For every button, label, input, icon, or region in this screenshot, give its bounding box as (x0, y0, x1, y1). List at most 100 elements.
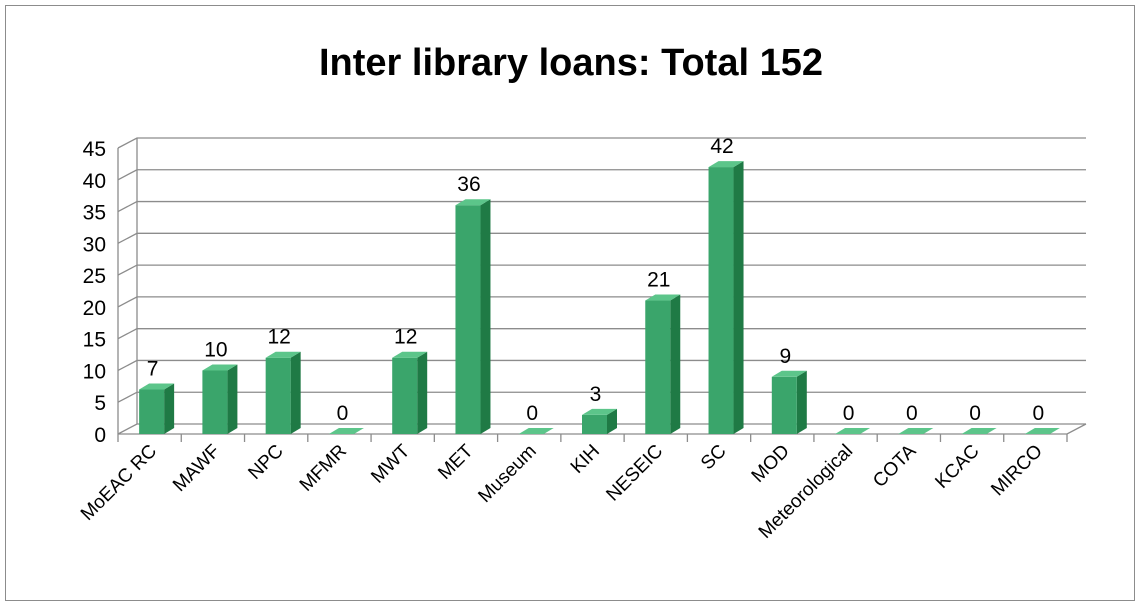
data-label: 0 (526, 402, 538, 425)
bar-side (480, 199, 491, 434)
x-tick-label: MIRCO (987, 441, 1047, 501)
bar-front (392, 357, 418, 434)
bar-top (455, 199, 491, 206)
bar-side (164, 383, 175, 434)
x-tick-label: MET (434, 440, 477, 483)
bar-side (670, 294, 681, 434)
bar-side (607, 408, 617, 434)
x-tick-label: KIH (567, 441, 604, 478)
x-tick-label: KCAC (931, 441, 983, 493)
bar (455, 199, 491, 434)
x-tick-label: MOD (748, 441, 794, 487)
data-label: 3 (590, 383, 602, 406)
chart-title: Inter library loans: Total 152 (318, 42, 823, 84)
x-tick-label: COTA (869, 440, 920, 491)
bar-top (961, 428, 997, 434)
gridline (117, 359, 1086, 372)
bar-top (835, 428, 871, 434)
bar-top (708, 161, 744, 168)
bar (1024, 428, 1060, 435)
data-label: 0 (1033, 402, 1045, 425)
bar (582, 408, 617, 434)
data-label: 42 (710, 135, 733, 158)
bar-front (455, 205, 481, 434)
bar-top (202, 364, 238, 371)
data-label: 12 (267, 326, 290, 349)
gridline (117, 391, 1086, 403)
bar-side (417, 351, 428, 434)
y-tick-label: 0 (94, 424, 106, 447)
x-tick-label: Museum (474, 441, 540, 507)
data-label: 21 (647, 269, 670, 292)
gridline (117, 169, 1086, 181)
bar (328, 428, 364, 435)
bar-top (771, 370, 807, 377)
bar-front (139, 389, 165, 434)
bar (898, 428, 934, 435)
gridline (117, 328, 1086, 340)
bar (961, 428, 997, 435)
x-tick-label: NESEIC (602, 441, 667, 506)
gridline (117, 137, 1086, 149)
bar (518, 428, 554, 435)
bar-side (796, 370, 807, 434)
y-axis-ticks: 0 5 10 15 20 25 30 35 40 45 (83, 138, 106, 447)
data-labels: 7 10 12 0 12 36 0 3 21 42 9 0 0 0 0 (147, 135, 1044, 425)
x-tick-label: MoEAC RC (77, 441, 161, 525)
bar (202, 364, 238, 434)
y-tick-label: 5 (94, 392, 106, 415)
y-tick-label: 35 (83, 202, 106, 225)
y-tick-label: 45 (83, 138, 106, 161)
gridline (117, 200, 1086, 213)
bar-top (898, 428, 934, 434)
bar (392, 351, 428, 434)
bar-top (328, 428, 364, 434)
bar-front (771, 376, 797, 434)
bar-front (645, 300, 671, 434)
bar-top (518, 428, 554, 434)
bar-top (1024, 428, 1060, 434)
bar (265, 351, 301, 434)
bar-top (645, 294, 681, 301)
y-tick-label: 40 (83, 170, 106, 193)
bar-front (708, 167, 734, 435)
bar-top (139, 383, 175, 390)
bar-front (582, 414, 607, 434)
bar (771, 370, 807, 434)
x-tick-label: MFMR (296, 441, 351, 496)
data-label: 0 (969, 402, 981, 425)
gridline (117, 232, 1086, 244)
gridline (117, 264, 1086, 276)
y-tick-label: 30 (83, 233, 106, 256)
x-tick-label: MAWF (169, 441, 224, 496)
bar-side (227, 364, 238, 434)
bar-front (202, 370, 228, 434)
y-tick-label: 20 (83, 297, 106, 320)
bar (835, 428, 871, 435)
chart-frame: Inter library loans: Total 152 (5, 5, 1135, 601)
bar (139, 383, 175, 434)
grid-lines (117, 137, 1087, 435)
y-tick-label: 10 (83, 360, 106, 383)
data-label: 9 (779, 345, 791, 368)
bar-top (265, 351, 301, 358)
data-label: 7 (147, 358, 159, 381)
bar (645, 294, 681, 434)
bar-top (392, 351, 428, 358)
data-label: 0 (906, 402, 918, 425)
bar-top (582, 408, 617, 415)
data-label: 12 (394, 326, 417, 349)
data-label: 10 (204, 338, 227, 361)
bars (139, 161, 1060, 435)
data-label: 0 (337, 402, 349, 425)
bar (708, 161, 744, 435)
bar-front (265, 357, 291, 434)
y-tick-label: 25 (83, 265, 106, 288)
y-tick-label: 15 (83, 329, 106, 352)
data-label: 36 (457, 173, 480, 196)
bar-side (733, 161, 744, 435)
x-tick-label: SC (697, 441, 731, 475)
x-tick-label: NPC (244, 441, 287, 484)
